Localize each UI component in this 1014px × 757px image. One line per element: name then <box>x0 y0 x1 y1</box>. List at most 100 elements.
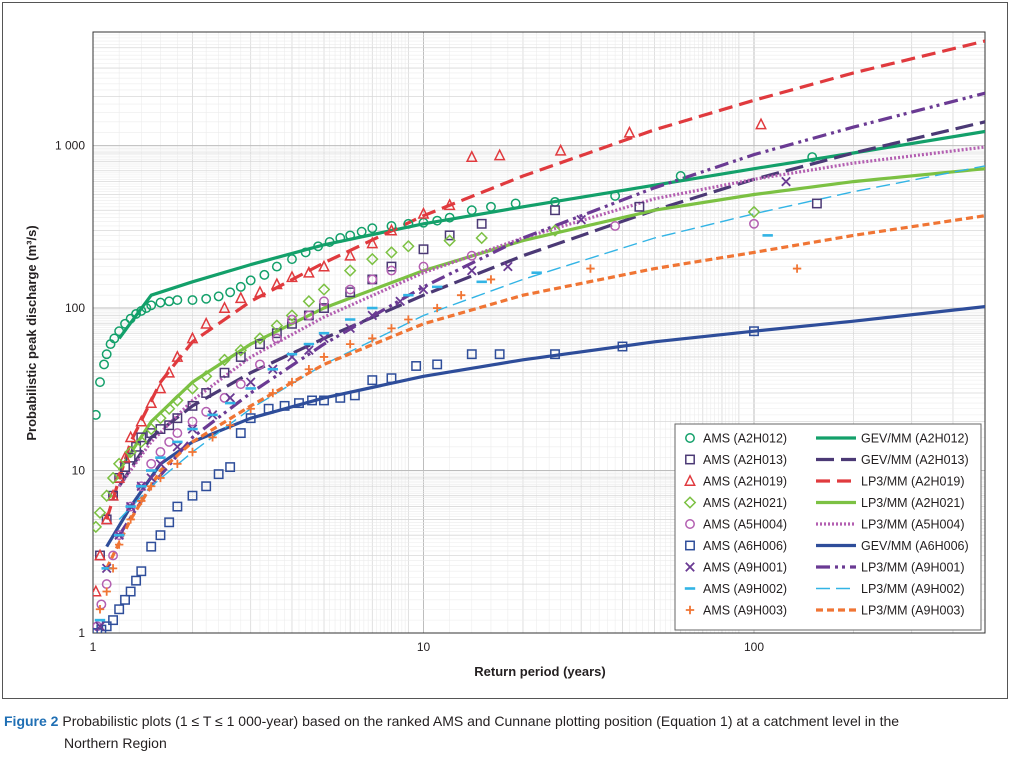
legend-label-ams-a9h003: AMS (A9H003) <box>703 604 787 618</box>
legend-marker-ams-a9h003 <box>685 605 695 615</box>
point-ams-a6h006 <box>120 594 130 605</box>
legend-marker-ams-a5h004 <box>685 519 695 529</box>
legend-label-ams-a9h001: AMS (A9H001) <box>703 561 787 575</box>
legend-label-ams-a2h019: AMS (A2H019) <box>703 475 787 489</box>
point-ams-a2h012 <box>510 198 521 209</box>
point-ams-a2h012 <box>486 201 496 212</box>
point-ams-a6h006 <box>201 481 212 492</box>
legend-marker-ams-a2h013 <box>685 454 695 465</box>
point-ams-a2h012 <box>367 223 378 234</box>
point-ams-a2h021 <box>475 231 488 245</box>
point-ams-a2h019 <box>100 512 113 525</box>
point-ams-a5h004 <box>466 250 477 261</box>
point-ams-a2h019 <box>417 206 430 219</box>
point-ams-a5h004 <box>345 284 356 295</box>
point-ams-a2h013 <box>418 244 429 255</box>
point-ams-a2h019 <box>286 270 298 283</box>
point-ams-a2h012 <box>300 247 311 258</box>
point-ams-a6h006 <box>307 395 317 406</box>
point-ams-a6h006 <box>263 403 274 414</box>
point-ams-a6h006 <box>131 575 142 586</box>
point-ams-a5h004 <box>172 428 183 439</box>
point-ams-a9h003 <box>268 388 278 398</box>
point-ams-a9h003 <box>146 482 156 491</box>
legend-label-gev-mm-a2h012: GEV/MM (A2H012) <box>861 432 969 446</box>
y-tick-label: 100 <box>65 301 85 315</box>
point-ams-a6h006 <box>225 462 236 473</box>
point-ams-a9h001 <box>146 473 157 483</box>
point-ams-a2h021 <box>93 520 103 534</box>
point-ams-a2h012 <box>235 281 246 292</box>
caption-label: Figure 2 <box>4 713 59 729</box>
point-ams-a6h006 <box>466 349 477 360</box>
point-ams-a2h021 <box>124 445 137 459</box>
point-ams-a2h021 <box>144 422 158 436</box>
point-ams-a2h013 <box>146 428 157 439</box>
point-ams-a2h012 <box>271 261 282 272</box>
point-ams-a9h003 <box>368 334 377 343</box>
point-ams-a9h003 <box>304 365 314 374</box>
point-ams-a2h012 <box>109 333 120 344</box>
point-ams-a9h003 <box>108 564 118 573</box>
point-ams-a9h003 <box>114 540 124 549</box>
point-ams-a9h001 <box>319 333 329 344</box>
point-ams-a6h006 <box>114 604 125 615</box>
point-ams-a5h004 <box>164 436 175 447</box>
point-ams-a2h019 <box>443 198 456 211</box>
point-ams-a2h019 <box>254 285 266 298</box>
point-ams-a6h006 <box>367 375 378 386</box>
point-ams-a2h021 <box>747 205 761 219</box>
point-ams-a9h001 <box>781 176 791 187</box>
point-ams-a2h012 <box>136 305 147 316</box>
point-ams-a2h021 <box>234 343 248 357</box>
point-ams-a2h013 <box>811 198 822 209</box>
legend-label-ams-a9h002: AMS (A9H002) <box>703 582 787 596</box>
point-ams-a2h012 <box>245 275 256 286</box>
point-ams-a2h012 <box>386 221 397 231</box>
point-ams-a5h004 <box>386 265 397 276</box>
point-ams-a2h013 <box>201 388 212 398</box>
point-ams-a2h012 <box>164 296 175 307</box>
caption-text: Probabilistic plots (1 ≤ T ≤ 1 000-year)… <box>62 713 900 729</box>
point-ams-a5h004 <box>319 296 329 307</box>
ams-points <box>93 117 822 633</box>
point-ams-a9h003 <box>387 324 396 333</box>
x-axis-label: Return period (years) <box>474 664 605 679</box>
point-ams-a6h006 <box>749 326 759 337</box>
point-ams-a2h012 <box>335 233 346 243</box>
point-ams-a2h012 <box>345 230 356 241</box>
point-ams-a2h019 <box>554 143 567 156</box>
point-ams-a9h003 <box>137 496 146 506</box>
legend-marker-ams-a6h006 <box>685 540 695 551</box>
point-ams-a2h019 <box>154 381 167 394</box>
point-ams-a6h006 <box>108 615 119 626</box>
y-tick-label: 10 <box>72 464 86 478</box>
point-ams-a2h012 <box>324 237 335 247</box>
legend-label-ams-a2h021: AMS (A2H021) <box>703 496 787 510</box>
point-ams-a2h012 <box>201 293 212 304</box>
point-ams-a2h021 <box>171 394 184 407</box>
tick-labels: 1 10 100 1 10 100 1 000 <box>55 139 764 654</box>
point-ams-a5h004 <box>749 218 759 229</box>
point-ams-a2h021 <box>112 457 126 471</box>
point-ams-a2h019 <box>270 277 283 290</box>
point-ams-a2h021 <box>199 370 213 383</box>
point-ams-a6h006 <box>146 541 157 552</box>
legend-label-gev-mm-a2h013: GEV/MM (A2H013) <box>861 453 969 467</box>
point-ams-a2h013 <box>255 339 265 350</box>
point-ams-a9h003 <box>102 587 111 596</box>
legend-marker-ams-a2h019 <box>684 474 696 486</box>
point-ams-a2h012 <box>99 359 109 370</box>
point-ams-a9h003 <box>95 605 105 614</box>
point-ams-a2h021 <box>154 411 167 425</box>
x-tick-label: 1 <box>90 640 97 654</box>
point-ams-a2h012 <box>444 212 455 223</box>
point-ams-a6h006 <box>411 361 422 371</box>
legend-label-lp3-mm-a2h021: LP3/MM (A2H021) <box>861 496 965 510</box>
point-ams-a9h003 <box>586 264 595 273</box>
point-ams-a2h013 <box>444 230 455 241</box>
point-ams-a5h004 <box>287 314 297 325</box>
point-ams-a2h012 <box>95 377 105 388</box>
point-ams-a2h013 <box>345 287 356 298</box>
